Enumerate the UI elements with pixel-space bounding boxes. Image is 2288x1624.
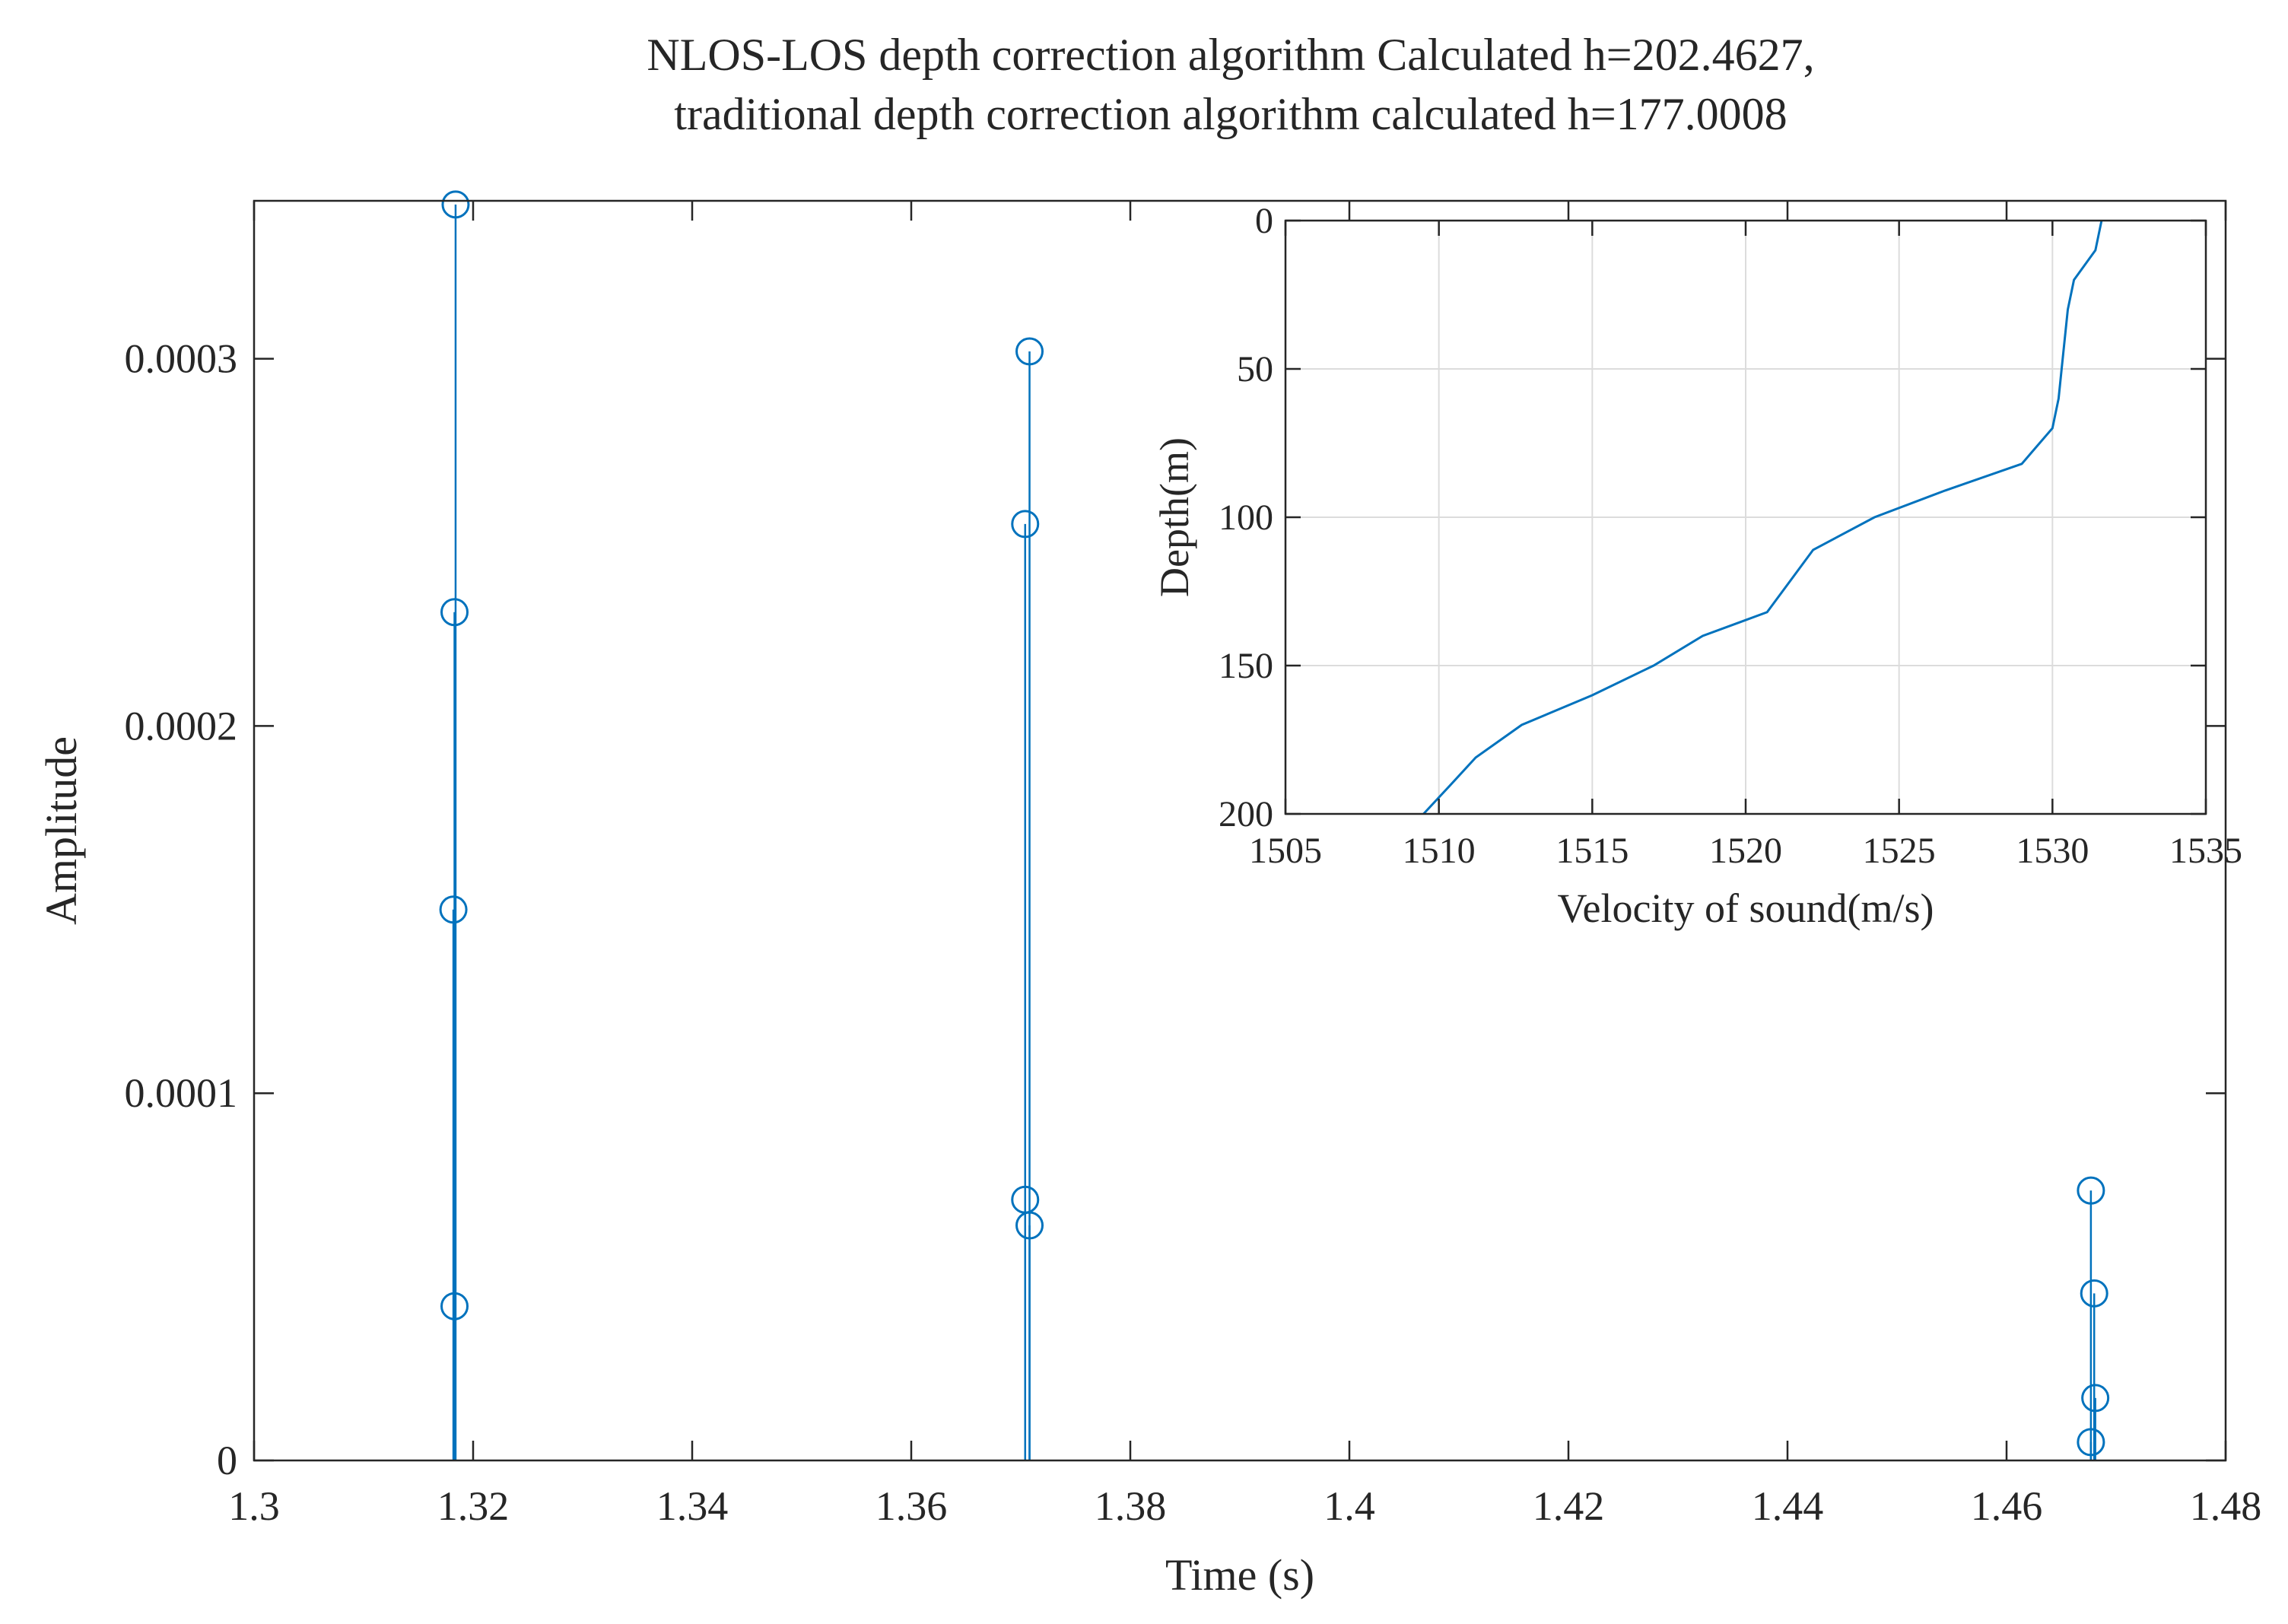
inset-x-tick-label: 1530 — [2016, 831, 2089, 871]
main-y-ticks: 0 0.0001 0.0002 0.0003 — [125, 336, 2226, 1483]
main-x-tick-label: 1.36 — [875, 1483, 948, 1529]
main-y-tick-label: 0.0001 — [125, 1070, 238, 1116]
inset-plot: 1505 1510 1515 1520 1525 1530 1535 0 50 100 150 20… — [1152, 201, 2242, 931]
stem-marker-1 — [441, 190, 470, 219]
main-x-tick-label: 1.42 — [1533, 1483, 1605, 1529]
main-x-ticks: 1.3 1.32 1.34 1.36 1.38 1.4 1.42 1.44 1.46 1.48 — [228, 201, 2261, 1529]
main-x-tick-label: 1.44 — [1752, 1483, 1824, 1529]
stem-marker-3 — [439, 895, 468, 924]
inset-x-tick-label: 1515 — [1556, 831, 1629, 871]
stem-marker-2 — [440, 598, 469, 627]
inset-sound-speed-line — [1422, 220, 2103, 815]
inset-y-axis-label: Depth(m) — [1152, 437, 1197, 597]
inset-x-tick-label: 1510 — [1403, 831, 1476, 871]
stem-marker-5 — [1015, 337, 1044, 366]
inset-x-axis-label: Velocity of sound(m/s) — [1558, 885, 1934, 931]
main-axes-box — [253, 199, 2227, 1462]
inset-y-tick-label: 100 — [1219, 497, 1273, 538]
main-x-tick-label: 1.34 — [656, 1483, 729, 1529]
stem-marker-9 — [2077, 1176, 2105, 1205]
chart-title-line-1: NLOS-LOS depth correction algorithm Calc… — [647, 30, 1814, 80]
main-y-tick-label: 0 — [217, 1438, 237, 1483]
main-x-tick-label: 1.46 — [1971, 1483, 2043, 1529]
stem-marker-12 — [2077, 1428, 2105, 1457]
inset-grid — [1285, 221, 2206, 814]
inset-x-tick-label: 1520 — [1709, 831, 1782, 871]
main-y-tick-label: 0.0003 — [125, 336, 238, 382]
main-stems — [439, 190, 2110, 1460]
inset-y-tick-label: 200 — [1219, 794, 1273, 834]
chart-title-line-2: traditional depth correction algorithm c… — [674, 89, 1787, 139]
inset-y-tick-label: 50 — [1237, 349, 1273, 389]
inset-x-tick-label: 1525 — [1863, 831, 1936, 871]
stem-marker-6 — [1011, 510, 1040, 539]
stem-marker-4 — [440, 1292, 469, 1320]
inset-y-tick-label: 0 — [1255, 201, 1273, 241]
main-y-tick-label: 0.0002 — [125, 703, 238, 748]
inset-x-tick-label: 1505 — [1249, 831, 1322, 871]
stem-marker-10 — [2080, 1279, 2108, 1308]
inset-y-ticks: 0 50 100 150 200 — [1219, 201, 2206, 834]
stem-marker-8 — [1015, 1211, 1044, 1240]
main-x-tick-label: 1.32 — [437, 1483, 510, 1529]
main-x-tick-label: 1.48 — [2190, 1483, 2262, 1529]
main-x-tick-label: 1.3 — [228, 1483, 280, 1529]
inset-y-tick-label: 150 — [1219, 646, 1273, 686]
stem-marker-11 — [2081, 1384, 2110, 1413]
main-x-tick-label: 1.4 — [1324, 1483, 1375, 1529]
main-y-axis-label: Amplitude — [37, 736, 86, 925]
main-x-tick-label: 1.38 — [1095, 1483, 1167, 1529]
inset-x-ticks: 1505 1510 1515 1520 1525 1530 1535 — [1249, 221, 2242, 871]
main-x-axis-label: Time (s) — [1165, 1550, 1314, 1600]
inset-x-tick-label: 1535 — [2169, 831, 2242, 871]
